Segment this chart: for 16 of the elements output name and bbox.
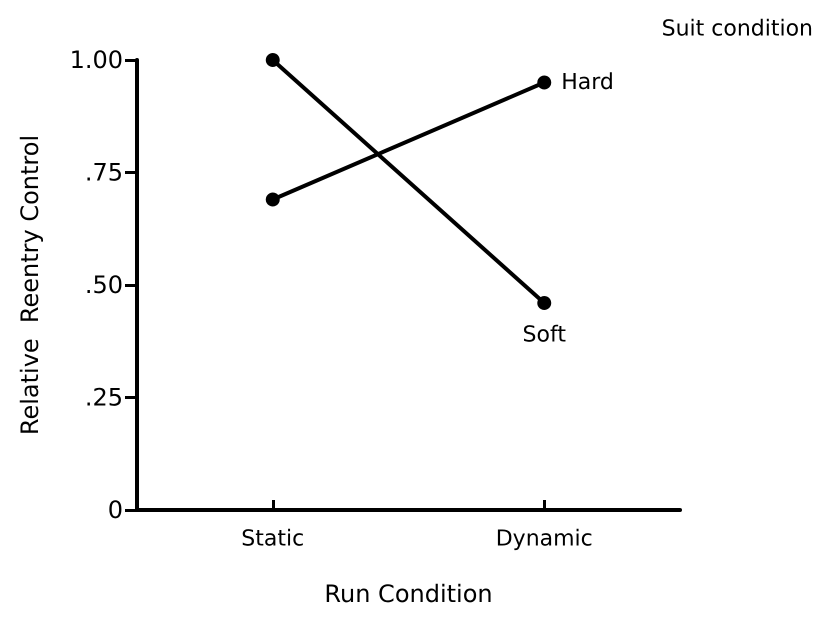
point (266, 53, 280, 67)
y-tick-label: .25 (84, 384, 123, 412)
y-tick-label: .75 (84, 158, 123, 186)
series-label: Hard (561, 70, 614, 95)
y-tick-label: .50 (84, 271, 123, 299)
point (537, 296, 552, 310)
x-tick-label: Static (241, 526, 304, 552)
y-axis-title: Relative Reentry Control (16, 134, 44, 436)
point (266, 192, 280, 206)
series-label: Soft (522, 322, 566, 348)
x-axis-title: Run Condition (324, 580, 493, 608)
legend-title: Suit condition (662, 16, 813, 42)
x-tick-label: Dynamic (496, 526, 593, 552)
point (537, 76, 552, 90)
y-tick-label: 0 (108, 496, 123, 524)
y-tick-label: 1.00 (70, 46, 123, 74)
